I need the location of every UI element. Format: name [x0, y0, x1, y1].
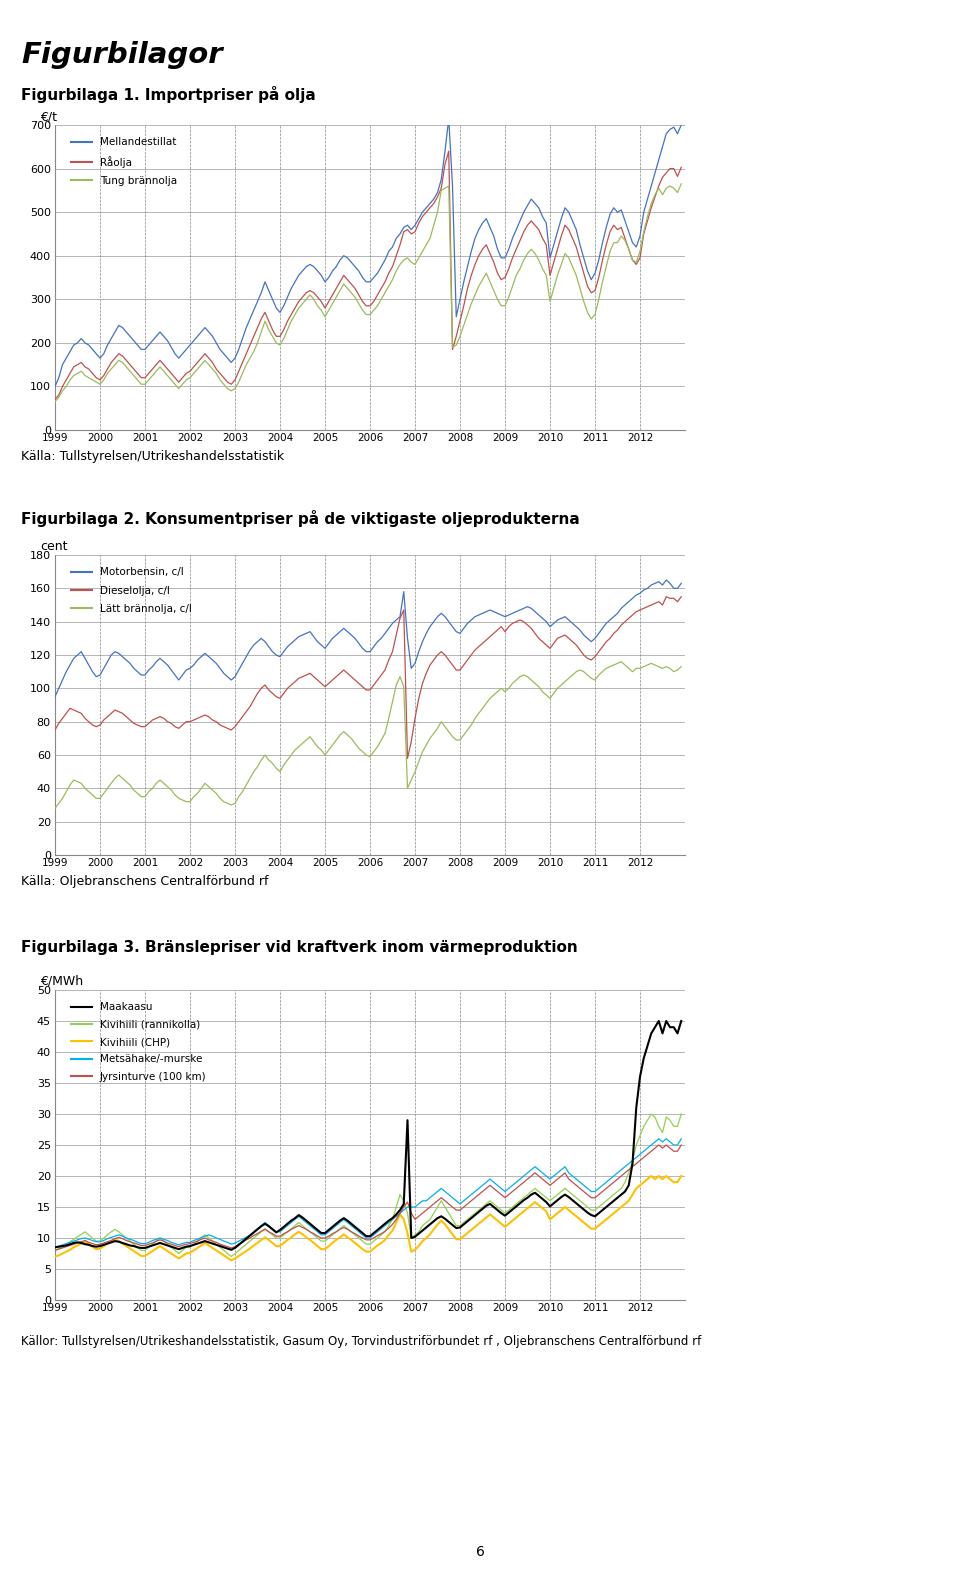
- Text: €/t: €/t: [40, 110, 58, 123]
- Text: Figurbilagor: Figurbilagor: [21, 41, 223, 69]
- Legend: Motorbensin, c/l, Dieselolja, c/l, Lätt brännolja, c/l: Motorbensin, c/l, Dieselolja, c/l, Lätt …: [66, 563, 196, 618]
- Text: cent: cent: [40, 541, 68, 553]
- Text: Figurbilaga 1. Importpriser på olja: Figurbilaga 1. Importpriser på olja: [21, 86, 316, 104]
- Text: Källa: Tullstyrelsen/Utrikeshandelsstatistik: Källa: Tullstyrelsen/Utrikeshandelsstati…: [21, 450, 284, 464]
- Legend: Maakaasu, Kivihiili (rannikolla), Kivihiili (CHP), Metsähake/-murske, Jyrsinturv: Maakaasu, Kivihiili (rannikolla), Kivihi…: [66, 998, 210, 1086]
- Text: 6: 6: [475, 1545, 485, 1559]
- Legend: Mellandestillat, Råolja, Tung brännolja: Mellandestillat, Råolja, Tung brännolja: [66, 134, 181, 190]
- Text: Källor: Tullstyrelsen/Utrikeshandelsstatistik, Gasum Oy, Torvindustriförbundet r: Källor: Tullstyrelsen/Utrikeshandelsstat…: [21, 1335, 702, 1349]
- Text: Källa: Oljebranschens Centralförbund rf: Källa: Oljebranschens Centralförbund rf: [21, 876, 269, 888]
- Text: Figurbilaga 2. Konsumentpriser på de viktigaste oljeprodukterna: Figurbilaga 2. Konsumentpriser på de vik…: [21, 509, 580, 527]
- Text: Figurbilaga 3. Bränslepriser vid kraftverk inom värmeproduktion: Figurbilaga 3. Bränslepriser vid kraftve…: [21, 940, 578, 956]
- Text: €/MWh: €/MWh: [40, 975, 84, 987]
